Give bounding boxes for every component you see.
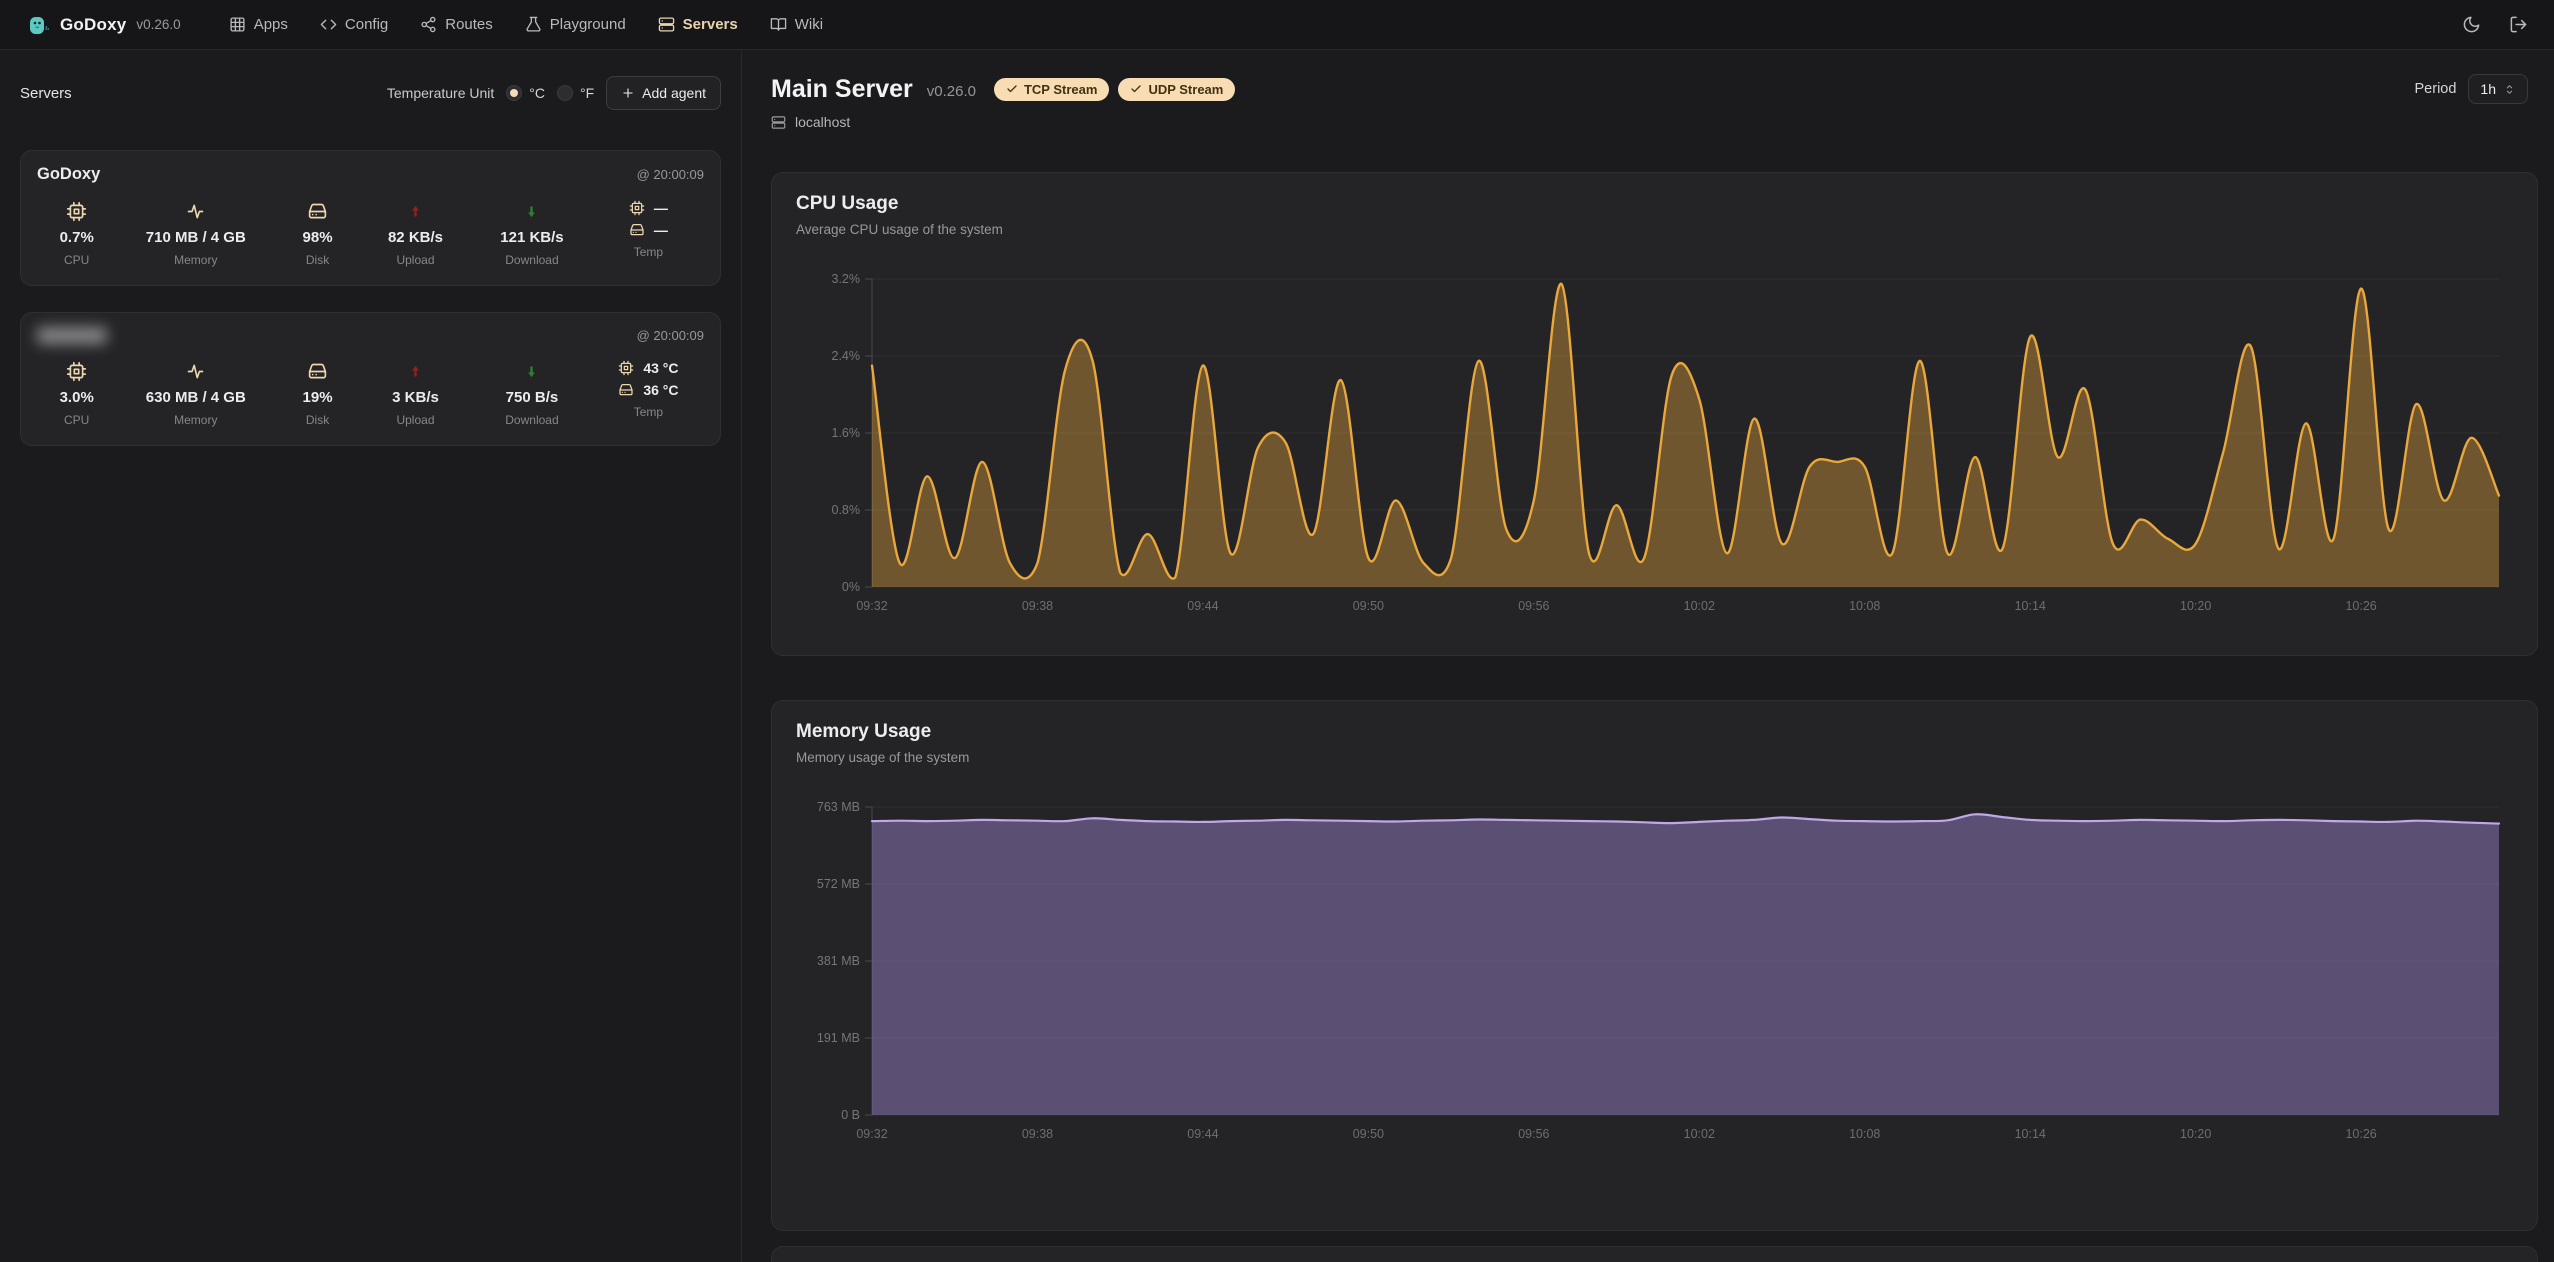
host-row: localhost xyxy=(771,114,2538,130)
stat-temp: — — Temp xyxy=(593,200,704,267)
server-version: v0.26.0 xyxy=(926,82,976,100)
activity-icon xyxy=(185,360,206,382)
nav-item-apps[interactable]: Apps xyxy=(229,16,288,33)
chart-subtitle: Memory usage of the system xyxy=(796,750,970,765)
stat-memory: 710 MB / 4 GB Memory xyxy=(116,200,275,267)
cpu-icon xyxy=(66,200,87,222)
download-arrow-icon xyxy=(524,200,539,222)
disk-temp-icon xyxy=(629,222,645,238)
main-header: Main Server v0.26.0 TCP Stream UDP Strea… xyxy=(771,74,2538,104)
x-axis-labels: 09:32 09:38 09:44 09:50 09:56 10:02 10:08 10:14… xyxy=(856,1127,2377,1141)
disk-temp-icon xyxy=(618,382,634,398)
grid-icon xyxy=(229,16,246,33)
server-icon xyxy=(771,115,786,130)
hard-drive-icon xyxy=(307,360,328,382)
stat-upload: 82 KB/s Upload xyxy=(360,200,471,267)
nav-item-routes[interactable]: Routes xyxy=(420,16,493,33)
server-name: GoDoxy xyxy=(37,165,101,183)
period-label: Period xyxy=(2414,81,2457,97)
top-navbar: GoDoxy v0.26.0 Apps Config Routes Playgr… xyxy=(0,0,2554,50)
period-group: Period 1h xyxy=(2414,74,2528,104)
upload-arrow-icon xyxy=(408,200,423,222)
brand-name: GoDoxy xyxy=(60,14,127,34)
chart-title: CPU Usage xyxy=(796,193,899,214)
hard-drive-icon xyxy=(307,200,328,222)
logout-icon[interactable] xyxy=(2509,15,2528,34)
nav-items: Apps Config Routes Playground Servers Wi… xyxy=(229,16,823,33)
main-content: Main Server v0.26.0 TCP Stream UDP Strea… xyxy=(743,50,2554,1262)
cpu-usage-card: CPU Usage Average CPU usage of the syste… xyxy=(771,172,2538,656)
x-axis-labels: 09:32 09:38 09:44 09:50 09:56 10:02 10:08 10:14… xyxy=(856,599,2377,613)
nav-item-wiki[interactable]: Wiki xyxy=(770,16,823,33)
upload-arrow-icon xyxy=(408,360,423,382)
nav-item-playground[interactable]: Playground xyxy=(525,16,626,33)
moon-icon[interactable] xyxy=(2462,15,2481,34)
check-icon xyxy=(1130,83,1142,95)
brand-version: v0.26.0 xyxy=(136,17,181,32)
server-card-godoxy[interactable]: GoDoxy @ 20:00:09 0.7% CPU 710 MB / 4 GB… xyxy=(20,150,721,286)
code-icon xyxy=(320,16,337,33)
sidebar-header: Servers Temperature Unit °C °F Add agent xyxy=(0,50,741,136)
server-icon xyxy=(658,16,675,33)
radio-fahrenheit[interactable]: °F xyxy=(557,85,594,101)
period-select[interactable]: 1h xyxy=(2468,74,2528,104)
nav-right xyxy=(2462,15,2528,34)
activity-icon xyxy=(185,200,206,222)
stat-cpu: 3.0% CPU xyxy=(37,360,116,427)
next-chart-card-partial xyxy=(771,1246,2538,1262)
servers-sidebar: Servers Temperature Unit °C °F Add agent… xyxy=(0,50,742,1262)
radio-celsius[interactable]: °C xyxy=(506,85,545,101)
chevrons-up-down-icon xyxy=(2503,83,2516,96)
memory-chart-plot[interactable] xyxy=(865,806,2501,1116)
server-timestamp: @ 20:00:09 xyxy=(636,328,704,343)
temperature-unit-group: Temperature Unit °C °F Add agent xyxy=(387,76,721,110)
chart-subtitle: Average CPU usage of the system xyxy=(796,222,1003,237)
stat-disk: 19% Disk xyxy=(275,360,360,427)
brand: GoDoxy v0.26.0 xyxy=(26,13,181,37)
server-name-redacted xyxy=(37,327,107,344)
y-axis-labels: 3.2% 2.4% 1.6% 0.8% 0% xyxy=(831,272,861,594)
stream-badges: TCP Stream UDP Stream xyxy=(993,77,1236,101)
sidebar-title: Servers xyxy=(20,84,72,102)
chart-title: Memory Usage xyxy=(796,721,932,742)
cpu-temp-icon xyxy=(618,360,634,376)
radio-celsius-dot xyxy=(506,85,523,101)
stat-cpu: 0.7% CPU xyxy=(37,200,116,267)
nav-item-servers[interactable]: Servers xyxy=(658,16,738,33)
memory-usage-card: Memory Usage Memory usage of the system … xyxy=(771,700,2538,1231)
page-title: Main Server xyxy=(771,74,913,103)
book-icon xyxy=(770,16,787,33)
routes-icon xyxy=(420,16,437,33)
udp-stream-badge: UDP Stream xyxy=(1118,77,1236,101)
add-agent-button[interactable]: Add agent xyxy=(606,76,721,110)
stat-download: 121 KB/s Download xyxy=(471,200,593,267)
nav-item-config[interactable]: Config xyxy=(320,16,388,33)
plus-icon xyxy=(621,86,635,100)
download-arrow-icon xyxy=(524,360,539,382)
server-timestamp: @ 20:00:09 xyxy=(636,167,704,182)
tcp-stream-badge: TCP Stream xyxy=(993,77,1110,101)
cpu-temp-icon xyxy=(629,200,645,216)
stat-download: 750 B/s Download xyxy=(471,360,593,427)
stat-upload: 3 KB/s Upload xyxy=(360,360,471,427)
host-name: localhost xyxy=(795,114,851,130)
cpu-chart-plot[interactable] xyxy=(865,278,2501,588)
cpu-icon xyxy=(66,360,87,382)
stat-temp: 43 °C 36 °C Temp xyxy=(593,360,704,427)
check-icon xyxy=(1006,83,1018,95)
server-card-redacted[interactable]: @ 20:00:09 3.0% CPU 630 MB / 4 GB Memory… xyxy=(20,312,721,446)
radio-fahrenheit-dot xyxy=(557,85,573,101)
stat-disk: 98% Disk xyxy=(275,200,360,267)
godoxy-logo xyxy=(26,13,50,37)
y-axis-labels: 763 MB 572 MB 381 MB 191 MB 0 B xyxy=(816,800,860,1122)
stat-memory: 630 MB / 4 GB Memory xyxy=(116,360,275,427)
flask-icon xyxy=(525,16,542,33)
temperature-unit-label: Temperature Unit xyxy=(386,85,495,101)
